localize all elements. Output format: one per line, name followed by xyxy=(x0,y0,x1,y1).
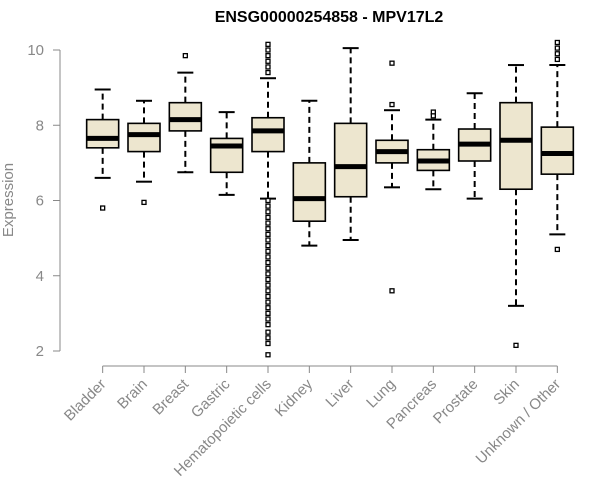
outlier-point xyxy=(265,282,271,288)
y-tick-label: 10 xyxy=(27,42,44,59)
x-tick-label: Prostate xyxy=(430,376,482,428)
box-group xyxy=(499,64,533,349)
box-group xyxy=(457,92,492,200)
outlier-point xyxy=(265,288,271,294)
iqr-box xyxy=(540,126,575,175)
x-tick-label: Skin xyxy=(490,376,523,409)
outlier-point xyxy=(389,101,395,108)
y-axis-title: Expression xyxy=(0,163,17,237)
outlier-point xyxy=(554,56,560,63)
y-tick-label: 2 xyxy=(36,343,44,360)
iqr-box xyxy=(85,118,120,149)
box-group xyxy=(85,88,120,211)
box-group xyxy=(540,39,575,253)
outlier-point xyxy=(265,305,271,311)
outlier-point xyxy=(265,265,271,271)
outlier-point xyxy=(182,52,188,59)
outlier-point xyxy=(265,310,271,317)
iqr-box xyxy=(251,116,285,153)
iqr-box xyxy=(499,101,533,191)
outlier-point xyxy=(265,254,271,260)
outlier-point xyxy=(265,58,271,64)
outlier-point xyxy=(554,51,560,57)
outlier-point xyxy=(554,39,560,46)
outlier-point xyxy=(389,288,395,294)
outlier-point xyxy=(265,352,271,358)
outlier-point xyxy=(265,220,271,226)
outlier-point xyxy=(389,60,395,66)
box-group xyxy=(333,47,368,242)
outlier-point xyxy=(265,64,271,70)
outlier-point xyxy=(100,205,106,211)
outlier-point xyxy=(265,47,271,53)
outlier-point xyxy=(554,45,560,51)
plot-area xyxy=(85,39,575,358)
outlier-point xyxy=(265,69,271,76)
x-tick-label: Liver xyxy=(322,376,357,411)
outlier-point xyxy=(265,197,271,204)
box-group xyxy=(375,60,409,294)
box-group xyxy=(251,41,285,358)
iqr-box xyxy=(168,101,203,132)
outlier-point xyxy=(265,214,271,221)
outlier-point xyxy=(554,246,560,253)
outlier-point xyxy=(265,242,271,249)
box-group xyxy=(127,99,161,206)
outlier-point xyxy=(265,316,271,322)
outlier-point xyxy=(265,259,271,266)
outlier-point xyxy=(265,271,271,277)
outlier-point xyxy=(265,335,271,341)
outlier-point xyxy=(265,329,271,335)
chart-title: ENSG00000254858 - MPV17L2 xyxy=(215,9,444,26)
outlier-point xyxy=(265,340,271,347)
outlier-point xyxy=(265,299,271,305)
iqr-box xyxy=(292,162,327,222)
outlier-point xyxy=(141,199,147,206)
outlier-point xyxy=(265,322,271,328)
outlier-point xyxy=(265,276,271,283)
y-tick-label: 8 xyxy=(36,117,44,134)
outlier-point xyxy=(265,209,271,215)
outlier-point xyxy=(265,41,271,48)
outlier-point xyxy=(265,203,271,209)
outlier-point xyxy=(265,248,271,254)
box-group xyxy=(168,52,203,174)
y-tick-label: 6 xyxy=(36,193,44,210)
x-tick-label: Kidney xyxy=(272,375,317,420)
outlier-point xyxy=(430,113,436,119)
y-axis: 2 4 6 8 10 xyxy=(27,42,61,360)
x-tick-label: Bladder xyxy=(61,376,110,425)
iqr-box xyxy=(127,122,161,153)
outlier-point xyxy=(265,237,271,243)
box-group xyxy=(416,109,451,191)
outlier-point xyxy=(265,226,271,232)
outlier-point xyxy=(513,342,519,349)
y-tick-label: 4 xyxy=(36,268,44,285)
box-group xyxy=(292,99,327,247)
x-tick-label: Breast xyxy=(149,375,192,418)
x-tick-label: Brain xyxy=(114,376,151,413)
x-tick-label: Lung xyxy=(363,376,399,412)
box-group xyxy=(209,111,244,196)
iqr-box xyxy=(333,122,368,198)
outlier-point xyxy=(265,52,271,59)
outlier-point xyxy=(265,231,271,238)
outlier-point xyxy=(265,293,271,300)
